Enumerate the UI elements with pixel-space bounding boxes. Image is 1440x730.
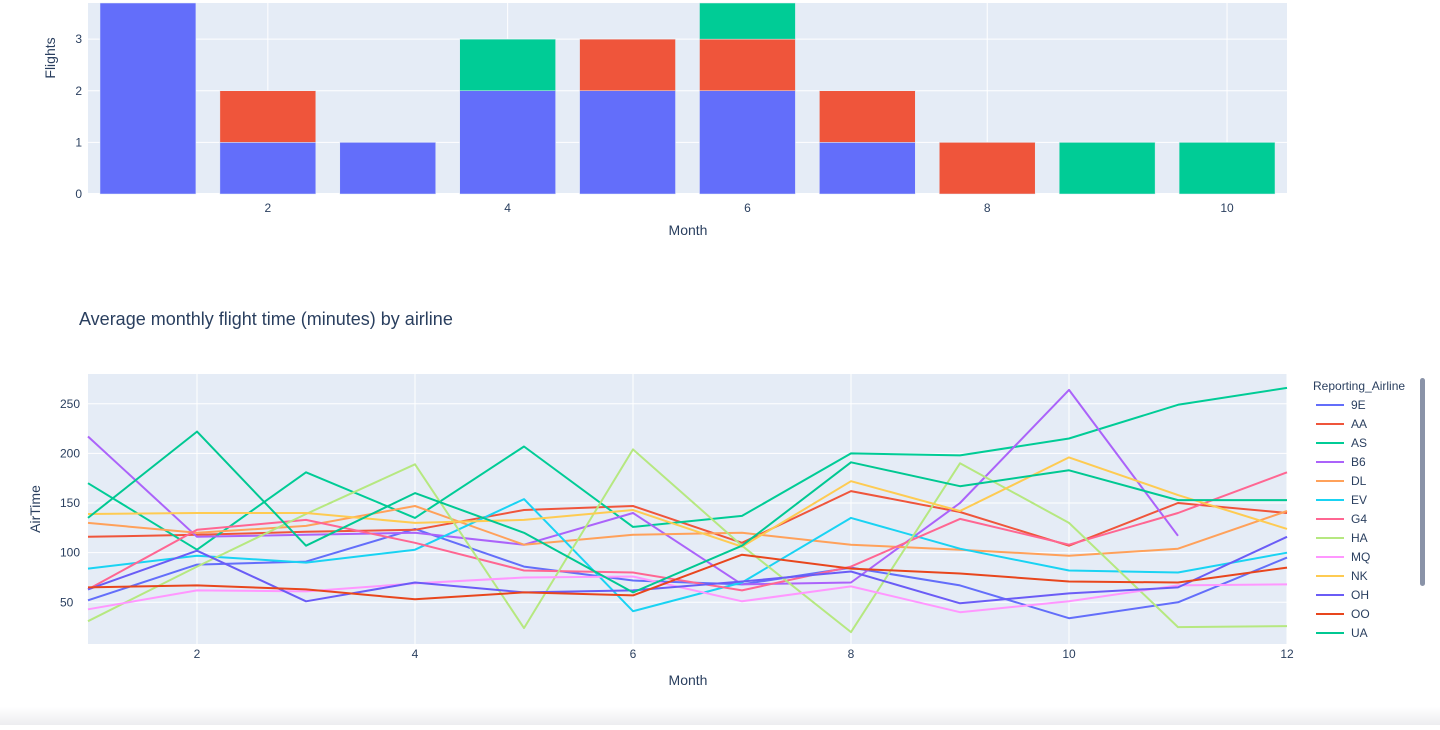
bar-segment xyxy=(459,90,556,195)
bar-segment xyxy=(1058,142,1156,195)
bar-x-ticks: 2 4 6 8 10 xyxy=(265,201,1235,215)
legend-item-b6: B6 xyxy=(1316,455,1366,469)
bar-x-tick-label: 2 xyxy=(265,201,272,215)
bar-segment xyxy=(99,2,197,195)
legend-item-nk: NK xyxy=(1316,569,1368,583)
legend-item-aa: AA xyxy=(1316,417,1367,431)
legend-item-ev: EV xyxy=(1316,493,1367,507)
legend-title: Reporting_Airline xyxy=(1313,379,1405,393)
bar-segment xyxy=(819,142,916,195)
bar-segment xyxy=(699,2,796,40)
bar-segment xyxy=(459,38,556,92)
bar-x-tick-label: 8 xyxy=(984,201,991,215)
legend-label: OO xyxy=(1351,607,1370,621)
line-x-ticks: 2 4 6 8 10 12 xyxy=(194,647,1294,661)
series-line-ha xyxy=(87,448,1288,634)
bar-segment xyxy=(1178,142,1276,195)
legend-label: 9E xyxy=(1351,398,1366,412)
legend-label: AA xyxy=(1351,417,1367,431)
legend-label: B6 xyxy=(1351,455,1366,469)
line-y-tick-label: 200 xyxy=(60,446,80,460)
bar-segment xyxy=(819,90,916,143)
bar-y-axis-title: Flights xyxy=(42,37,58,78)
bar-x-tick-label: 10 xyxy=(1220,201,1234,215)
legend-item-oh: OH xyxy=(1316,588,1369,602)
series-line-mq xyxy=(87,575,1288,614)
line-y-tick-label: 100 xyxy=(60,546,80,560)
bar-x-axis-title: Month xyxy=(669,222,708,238)
legend-item-dl: DL xyxy=(1316,474,1367,488)
line-y-tick-label: 250 xyxy=(60,397,80,411)
legend-item-oo: OO xyxy=(1316,607,1370,621)
legend-label: UA xyxy=(1351,626,1368,640)
line-chart: Average monthly flight time (minutes) by… xyxy=(27,309,1425,688)
legend-label: DL xyxy=(1351,474,1367,488)
line-x-tick-label: 8 xyxy=(848,647,855,661)
bar-y-ticks: 0 1 2 3 xyxy=(75,32,82,201)
bar-marks xyxy=(99,2,1276,195)
line-x-axis-title: Month xyxy=(669,672,708,688)
bar-segment xyxy=(699,38,796,92)
bar-y-tick-label: 3 xyxy=(75,32,82,46)
line-gridlines xyxy=(88,374,1288,644)
bar-segment xyxy=(579,90,676,195)
legend-label: OH xyxy=(1351,588,1369,602)
bar-x-tick-label: 4 xyxy=(504,201,511,215)
bar-x-tick-label: 6 xyxy=(744,201,751,215)
legend-item-9e: 9E xyxy=(1316,398,1366,412)
legend-item-as: AS xyxy=(1316,436,1367,450)
legend-label: HA xyxy=(1351,531,1368,545)
legend-label: EV xyxy=(1351,493,1367,507)
bar-segment xyxy=(339,142,436,195)
line-x-tick-label: 2 xyxy=(194,647,201,661)
bar-segment xyxy=(219,90,317,143)
series-line-oo xyxy=(87,553,1288,601)
series-line-nk xyxy=(87,456,1288,548)
legend-item-ha: HA xyxy=(1316,531,1368,545)
bar-segment xyxy=(939,142,1036,195)
bar-segment xyxy=(699,90,796,195)
legend-label: NK xyxy=(1351,569,1368,583)
bar-segment xyxy=(579,38,676,92)
legend: Reporting_Airline 9E AA AS B6 DL EV G4 HA MQ NK OH… xyxy=(1313,378,1425,640)
bar-y-tick-label: 1 xyxy=(75,135,82,149)
legend-label: AS xyxy=(1351,436,1367,450)
series-line-as xyxy=(87,386,1288,551)
line-x-tick-label: 6 xyxy=(630,647,637,661)
bar-chart: 2 4 6 8 10 0 1 2 3 Month Flights xyxy=(42,2,1287,238)
series-line-oh xyxy=(87,535,1288,605)
line-marks xyxy=(87,386,1288,634)
bar-y-tick-label: 2 xyxy=(75,84,82,98)
series-line-ev xyxy=(87,498,1288,613)
line-plot-area xyxy=(88,374,1287,644)
legend-items: 9E AA AS B6 DL EV G4 HA MQ NK OH OO UA xyxy=(1316,398,1370,640)
legend-label: G4 xyxy=(1351,512,1367,526)
series-line-ua xyxy=(87,430,1287,594)
line-y-tick-label: 50 xyxy=(60,595,74,609)
bar-segment xyxy=(219,142,317,195)
legend-scrollbar[interactable] xyxy=(1420,378,1425,586)
line-x-tick-label: 12 xyxy=(1280,647,1294,661)
line-x-tick-label: 4 xyxy=(412,647,419,661)
legend-item-g4: G4 xyxy=(1316,512,1367,526)
legend-item-ua: UA xyxy=(1316,626,1368,640)
line-y-tick-label: 150 xyxy=(60,496,80,510)
line-x-tick-label: 10 xyxy=(1062,647,1076,661)
line-chart-title: Average monthly flight time (minutes) by… xyxy=(79,309,453,329)
legend-label: MQ xyxy=(1351,550,1370,564)
line-y-ticks: 50 100 150 200 250 xyxy=(60,397,80,610)
line-y-axis-title: AirTime xyxy=(27,485,43,533)
series-line-b6 xyxy=(87,388,1179,586)
legend-item-mq: MQ xyxy=(1316,550,1370,564)
bar-y-tick-label: 0 xyxy=(75,187,82,201)
